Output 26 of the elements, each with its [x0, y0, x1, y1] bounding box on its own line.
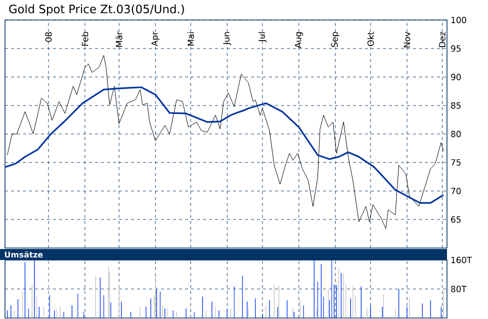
x-tick-label: Apr: [151, 32, 160, 46]
y-tick-label: 75: [451, 159, 461, 166]
line-series: [7, 55, 444, 229]
y-tick-label: 85: [451, 102, 461, 109]
x-tick-label: Mär: [116, 32, 122, 47]
y-tick-label: 100: [451, 16, 466, 24]
x-tick-label: Nov: [404, 32, 410, 48]
x-tick-label: Jun: [223, 32, 232, 46]
chart-title: Umsätze: [4, 251, 43, 258]
y-tick-label: 80T: [451, 286, 467, 292]
line-series: [5, 86, 444, 204]
y-tick-label: 65: [451, 216, 461, 223]
chart-title: Gold Spot Price Zt.03(05/Und.): [9, 4, 184, 16]
x-tick-label: Sep: [331, 32, 340, 47]
y-tick-label: 160T: [451, 256, 472, 264]
y-tick-label: 70: [451, 188, 461, 194]
x-tick-label: Jul: [258, 32, 267, 42]
x-tick-label: 08: [45, 32, 52, 42]
x-tick-label: Aug: [294, 32, 303, 48]
y-tick-label: 80: [451, 130, 461, 138]
y-tick-label: 95: [451, 45, 461, 52]
x-tick-label: Okt: [367, 32, 374, 46]
x-tick-label: Feb: [82, 32, 88, 46]
x-tick-label: Dez: [439, 32, 446, 47]
y-tick-label: 90: [451, 74, 461, 80]
x-tick-label: Mai: [187, 32, 194, 46]
